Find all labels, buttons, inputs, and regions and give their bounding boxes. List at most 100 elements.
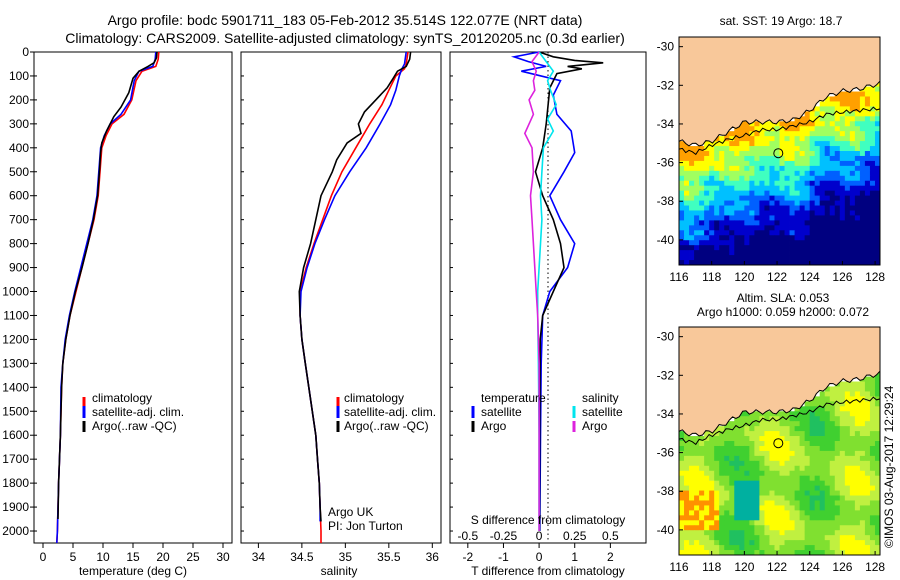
map-cell bbox=[854, 151, 861, 157]
map-cell bbox=[864, 101, 871, 107]
map-cell bbox=[739, 220, 745, 226]
map-cell bbox=[859, 426, 866, 432]
map-cell bbox=[864, 381, 871, 387]
map-cell bbox=[714, 165, 720, 172]
map-cell bbox=[684, 220, 690, 226]
map-cell bbox=[794, 215, 801, 221]
map-cell bbox=[739, 530, 745, 536]
map-cell bbox=[829, 455, 836, 462]
map-cell bbox=[789, 515, 795, 521]
map-cell bbox=[754, 436, 760, 442]
map-cell bbox=[699, 245, 705, 251]
map-cell bbox=[844, 480, 851, 487]
map-cell bbox=[804, 416, 811, 422]
map-cell bbox=[814, 121, 821, 127]
map-cell bbox=[804, 475, 811, 482]
map-cell bbox=[709, 200, 715, 206]
map-cell bbox=[734, 515, 740, 521]
map-cell bbox=[799, 450, 806, 457]
map-cell bbox=[744, 500, 750, 506]
map-cell bbox=[809, 480, 816, 487]
map-cell bbox=[854, 200, 861, 206]
map-cell bbox=[829, 485, 836, 491]
map-cell bbox=[799, 146, 806, 152]
map-cell bbox=[744, 250, 750, 256]
map-cell bbox=[799, 151, 806, 157]
map-cell bbox=[814, 141, 821, 147]
map-cell bbox=[849, 165, 856, 172]
map-cell bbox=[784, 195, 790, 201]
map-cell bbox=[839, 111, 846, 117]
map-cell bbox=[689, 530, 695, 536]
map-cell bbox=[719, 136, 725, 142]
map-cell bbox=[834, 441, 841, 447]
map-cell bbox=[724, 175, 730, 182]
map-cell bbox=[804, 215, 811, 221]
map-cell bbox=[684, 455, 690, 462]
map-cell bbox=[799, 545, 806, 551]
map-cell bbox=[844, 505, 851, 511]
map-cell bbox=[814, 260, 821, 266]
map-cell bbox=[829, 155, 836, 162]
map-cell bbox=[869, 376, 876, 382]
map-cell bbox=[679, 185, 685, 192]
map-cell bbox=[729, 180, 735, 187]
map-cell bbox=[779, 250, 785, 256]
map-cell bbox=[784, 165, 790, 172]
map-cell bbox=[804, 220, 811, 226]
map-cell bbox=[754, 535, 760, 541]
map-cell bbox=[864, 121, 871, 127]
map-cell bbox=[784, 155, 790, 162]
map-cell bbox=[859, 245, 866, 251]
map-cell bbox=[784, 151, 790, 157]
map-cell bbox=[714, 550, 720, 556]
map-cell bbox=[789, 510, 795, 516]
map-cell bbox=[744, 245, 750, 251]
map-cell bbox=[784, 225, 790, 231]
map-cell bbox=[704, 500, 710, 506]
legend-label-argo: Argo(..raw -QC) bbox=[92, 419, 177, 433]
map-cell bbox=[754, 180, 760, 187]
map-cell bbox=[779, 495, 785, 501]
map-cell bbox=[844, 530, 851, 536]
map-cell bbox=[784, 540, 790, 546]
map-cell bbox=[864, 131, 871, 137]
sla-map-title: Altim. SLA: 0.053 bbox=[737, 291, 830, 305]
map-cell bbox=[764, 225, 770, 231]
map-cell bbox=[854, 185, 861, 192]
map-cell bbox=[829, 215, 836, 221]
map-cell bbox=[809, 475, 816, 482]
map-cell bbox=[769, 146, 775, 152]
map-cell bbox=[804, 500, 811, 506]
map-cell bbox=[824, 106, 831, 112]
map-cell bbox=[789, 205, 795, 211]
map-cell bbox=[789, 126, 795, 132]
map-cell bbox=[809, 510, 816, 516]
map-cell bbox=[784, 200, 790, 206]
map-cell bbox=[714, 535, 720, 541]
map-cell bbox=[864, 215, 871, 221]
map-cell bbox=[834, 406, 841, 412]
map-cell bbox=[769, 155, 775, 162]
map-cell bbox=[764, 160, 770, 167]
map-cell bbox=[764, 445, 770, 452]
map-cell bbox=[804, 245, 811, 251]
map-cell bbox=[744, 240, 750, 246]
map-cell bbox=[759, 180, 765, 187]
map-cell bbox=[839, 220, 846, 226]
map-cell bbox=[864, 96, 871, 102]
map-cell bbox=[769, 151, 775, 157]
map-cell bbox=[789, 495, 795, 501]
map-cell bbox=[699, 146, 705, 152]
map-cell bbox=[799, 510, 806, 516]
map-cell bbox=[814, 406, 821, 412]
map-cell bbox=[864, 441, 871, 447]
map-cell bbox=[759, 485, 765, 491]
map-cell bbox=[684, 210, 690, 216]
map-cell bbox=[719, 510, 725, 516]
map-cell bbox=[869, 220, 876, 226]
header-line2: Climatology: CARS2009. Satellite-adjuste… bbox=[65, 30, 625, 46]
map-cell bbox=[829, 515, 836, 521]
map-cell bbox=[739, 146, 745, 152]
map-cell bbox=[799, 220, 806, 226]
